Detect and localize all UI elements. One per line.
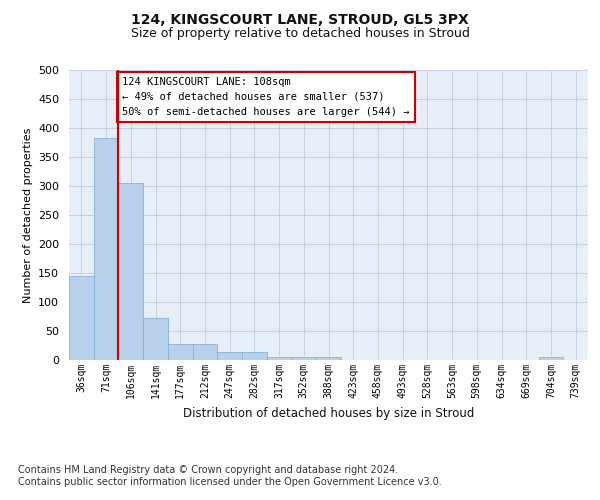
Text: 124, KINGSCOURT LANE, STROUD, GL5 3PX: 124, KINGSCOURT LANE, STROUD, GL5 3PX [131,12,469,26]
Bar [316,357,341,360]
Bar [168,344,193,360]
Bar [94,138,118,360]
Text: 124 KINGSCOURT LANE: 108sqm
← 49% of detached houses are smaller (537)
50% of se: 124 KINGSCOURT LANE: 108sqm ← 49% of det… [122,77,410,116]
Bar [217,352,242,360]
Bar [242,352,267,360]
Bar [193,344,217,360]
Text: Distribution of detached houses by size in Stroud: Distribution of detached houses by size … [183,408,475,420]
Text: Size of property relative to detached houses in Stroud: Size of property relative to detached ho… [131,28,469,40]
Y-axis label: Number of detached properties: Number of detached properties [23,128,32,302]
Bar [539,357,563,360]
Text: Contains HM Land Registry data © Crown copyright and database right 2024.
Contai: Contains HM Land Registry data © Crown c… [18,465,442,486]
Bar [118,183,143,360]
Bar [69,276,94,360]
Bar [292,357,316,360]
Bar [143,318,168,360]
Bar [267,357,292,360]
